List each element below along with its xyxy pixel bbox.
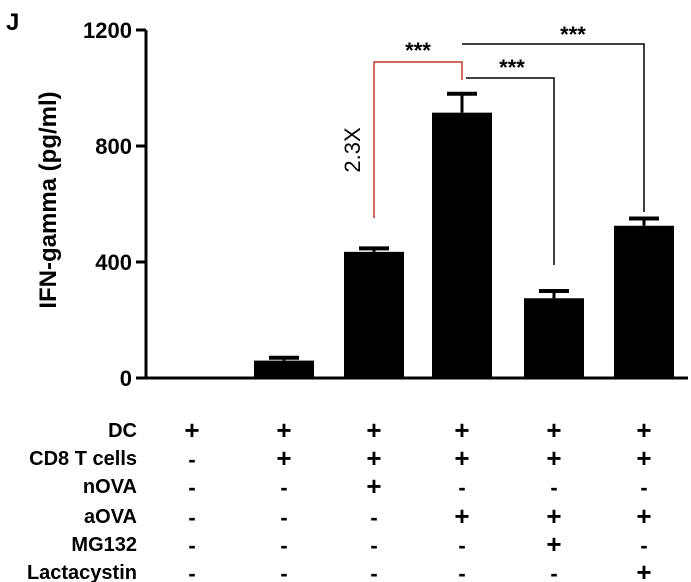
condition-mark: -: [188, 561, 195, 582]
condition-mark: -: [370, 561, 377, 582]
significance-label: ***: [560, 22, 586, 47]
condition-mark: +: [366, 415, 381, 445]
condition-mark: -: [458, 533, 465, 558]
condition-mark: +: [366, 471, 381, 501]
condition-row-label: CD8 T cells: [29, 448, 137, 470]
condition-mark: -: [550, 475, 557, 500]
panel-label: J: [6, 9, 19, 36]
condition-mark: -: [550, 561, 557, 582]
condition-mark: -: [640, 475, 647, 500]
condition-mark: +: [276, 415, 291, 445]
condition-mark: +: [636, 415, 651, 445]
condition-mark: +: [276, 443, 291, 473]
y-tick-label: 1200: [83, 18, 132, 43]
condition-row-label: MG132: [71, 534, 137, 556]
fold-change-label: 2.3X: [340, 127, 365, 173]
condition-mark: +: [546, 443, 561, 473]
condition-row-label: DC: [108, 420, 137, 442]
condition-mark: -: [370, 505, 377, 530]
condition-mark: -: [280, 561, 287, 582]
y-tick-label: 400: [95, 250, 132, 275]
significance-label: ***: [499, 55, 525, 80]
comparison-bracket: [466, 77, 555, 265]
condition-mark: -: [640, 533, 647, 558]
condition-mark: -: [458, 561, 465, 582]
condition-row-label: aOVA: [84, 506, 137, 528]
condition-mark: +: [636, 443, 651, 473]
condition-mark: +: [546, 415, 561, 445]
bar: [524, 298, 584, 378]
y-tick-label: 0: [120, 366, 132, 391]
significance-label: ***: [405, 38, 431, 63]
bar: [614, 225, 674, 378]
condition-mark: -: [188, 475, 195, 500]
condition-mark: +: [366, 443, 381, 473]
condition-mark: +: [454, 415, 469, 445]
condition-mark: +: [636, 501, 651, 531]
condition-mark: +: [546, 529, 561, 559]
comparison-bracket: [462, 43, 645, 212]
condition-mark: +: [636, 557, 651, 582]
bar: [432, 112, 492, 379]
condition-row-label: Lactacystin: [27, 562, 137, 582]
condition-row-label: nOVA: [83, 476, 137, 498]
bar: [254, 360, 314, 378]
condition-mark: +: [546, 501, 561, 531]
condition-mark: +: [454, 501, 469, 531]
y-axis-label: IFN-gamma (pg/ml): [35, 91, 62, 308]
bar: [344, 251, 404, 378]
condition-mark: -: [188, 533, 195, 558]
y-tick-label: 800: [95, 134, 132, 159]
condition-mark: -: [370, 533, 377, 558]
condition-mark: -: [188, 447, 195, 472]
condition-mark: -: [458, 475, 465, 500]
condition-mark: -: [280, 475, 287, 500]
comparison-bracket: [373, 61, 463, 218]
condition-mark: -: [280, 505, 287, 530]
condition-mark: +: [184, 415, 199, 445]
condition-mark: -: [280, 533, 287, 558]
condition-mark: +: [454, 443, 469, 473]
condition-mark: -: [188, 505, 195, 530]
